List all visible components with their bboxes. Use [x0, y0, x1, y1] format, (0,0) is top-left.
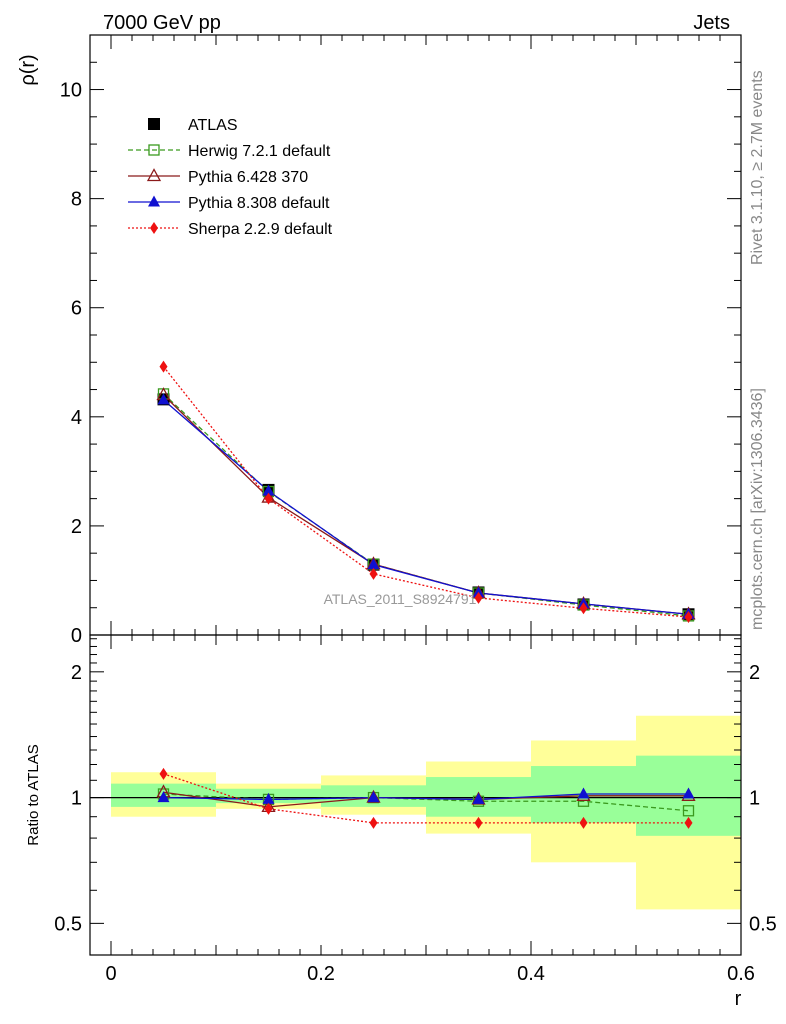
ratio-x-tick-label: 0.2 [307, 963, 335, 985]
ratio-panel: 0.5 0.5 1 1 2 2 0 0.2 0.4 0.6 [54, 634, 777, 985]
rivet-version-label: Rivet 3.1.10, ≥ 2.7M events [749, 70, 766, 265]
process-label: Jets [693, 12, 730, 34]
main-y-tick-label: 4 [71, 407, 82, 429]
ratio-x-tick-label: 0.6 [727, 963, 755, 985]
ratio-point-sherpa-2-2-9-default [474, 816, 483, 829]
ratio-point-sherpa-2-2-9-default [264, 802, 273, 815]
ratio-point-pythia-8-308-default [367, 791, 380, 803]
legend: ATLAS Herwig 7.2.1 default Pythia 6.428 37… [128, 117, 333, 238]
main-y-axis-label: ρ(r) [17, 54, 39, 85]
main-y-tick-label: 0 [71, 625, 82, 647]
main-series-line-sherpa-2-2-9-default [162, 366, 689, 618]
legend-marker-pythia-6-428-370 [146, 168, 162, 182]
main-point-pythia-8-308-default [367, 558, 380, 570]
main-point-pythia-8-308-default [262, 484, 275, 496]
ratio-point-pythia-8-308-default [577, 787, 590, 799]
ratio-point-sherpa-2-2-9-default [684, 816, 693, 829]
legend-marker-sherpa-2-2-9-default [150, 222, 158, 234]
ratio-x-tick-label: 0.4 [517, 963, 545, 985]
legend-label-herwig-7-2-1-default: Herwig 7.2.1 default [188, 143, 331, 160]
main-point-sherpa-2-2-9-default [159, 360, 168, 373]
ratio-series-line-pythia-8-308-default [163, 793, 689, 801]
main-series-line-herwig-7-2-1-default [163, 393, 689, 617]
ratio-y-tick-label: 1 [71, 788, 82, 810]
ratio-x-tick-label: 0 [105, 963, 116, 985]
ratio-plot-frame [89, 634, 742, 956]
analysis-watermark: ATLAS_2011_S8924791 [324, 591, 477, 607]
ratio-y-tick-label-right: 1 [749, 788, 760, 810]
ratio-point-pythia-8-308-default [472, 792, 485, 804]
ratio-y-tick-label: 0.5 [54, 913, 82, 935]
main-series-line-pythia-6-428-370 [163, 394, 689, 615]
legend-marker-atlas [148, 118, 160, 130]
main-panel: ATLAS_2011_S8924791 0 2 4 6 8 10 [60, 34, 742, 647]
main-y-tick-label: 2 [71, 516, 82, 538]
ratio-point-pythia-8-308-default [262, 792, 275, 804]
legend-marker-pythia-8-308-default [148, 195, 160, 207]
main-point-sherpa-2-2-9-default [579, 602, 588, 615]
mcplots-label: mcplots.cern.ch [arXiv:1306.3436] [749, 388, 766, 630]
legend-label-pythia-8-308-default: Pythia 8.308 default [188, 195, 330, 212]
legend-label-pythia-6-428-370: Pythia 6.428 370 [188, 169, 308, 186]
ratio-y-tick-label-right: 2 [749, 662, 760, 684]
ratio-point-pythia-8-308-default [157, 791, 170, 803]
main-series-line-pythia-8-308-default [163, 399, 689, 615]
main-point-sherpa-2-2-9-default [474, 591, 483, 604]
energy-label: 7000 GeV pp [103, 12, 221, 34]
ratio-series-line-sherpa-2-2-9-default [163, 773, 689, 824]
ratio-point-sherpa-2-2-9-default [369, 816, 378, 829]
x-axis-label: r [735, 988, 742, 1010]
main-y-tick-label: 10 [60, 80, 82, 102]
ratio-point-sherpa-2-2-9-default [579, 816, 588, 829]
legend-marker-herwig-7-2-1-default [148, 144, 160, 156]
ratio-point-sherpa-2-2-9-default [159, 767, 168, 780]
main-point-pythia-8-308-default [157, 393, 170, 405]
main-y-tick-label: 8 [71, 189, 82, 211]
ratio-y-axis-label: Ratio to ATLAS [25, 744, 42, 845]
main-point-sherpa-2-2-9-default [684, 611, 693, 623]
main-y-tick-label: 6 [71, 298, 82, 320]
ratio-point-herwig-7-2-1-default [682, 805, 695, 817]
ratio-y-tick-label-right: 0.5 [749, 913, 777, 935]
legend-label-sherpa-2-2-9-default: Sherpa 2.2.9 default [188, 221, 333, 238]
ratio-y-tick-label: 2 [71, 662, 82, 684]
main-point-sherpa-2-2-9-default [369, 567, 378, 580]
ratio-point-pythia-8-308-default [682, 787, 695, 799]
main-point-sherpa-2-2-9-default [264, 492, 273, 505]
legend-label-atlas: ATLAS [188, 117, 238, 134]
